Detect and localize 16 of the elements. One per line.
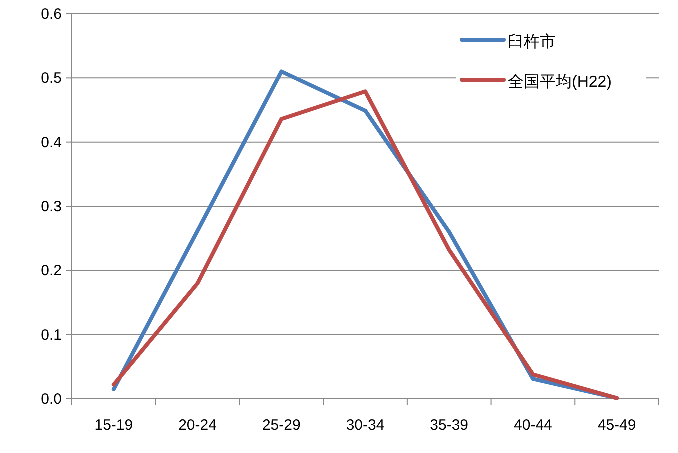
y-tick-label: 0.1: [41, 326, 62, 344]
x-tick-label: 15-19: [94, 417, 134, 434]
x-tick-label: 40-44: [514, 417, 552, 434]
y-tick-label: 0.2: [41, 262, 62, 280]
legend-label: 臼杵市: [508, 33, 556, 51]
legend-label: 全国平均(H22): [508, 74, 612, 91]
x-tick-label: 45-49: [598, 417, 636, 434]
x-tick-label: 20-24: [178, 417, 217, 434]
y-tick-label: 0.0: [41, 391, 62, 408]
x-tick-label: 25-29: [262, 417, 301, 434]
y-tick-label: 0.6: [41, 6, 62, 23]
x-tick-label: 30-34: [346, 417, 385, 434]
y-tick-label: 0.3: [41, 198, 62, 216]
x-tick-label: 35-39: [430, 417, 469, 434]
y-tick-label: 0.5: [41, 70, 62, 88]
y-tick-label: 0.4: [41, 134, 62, 152]
